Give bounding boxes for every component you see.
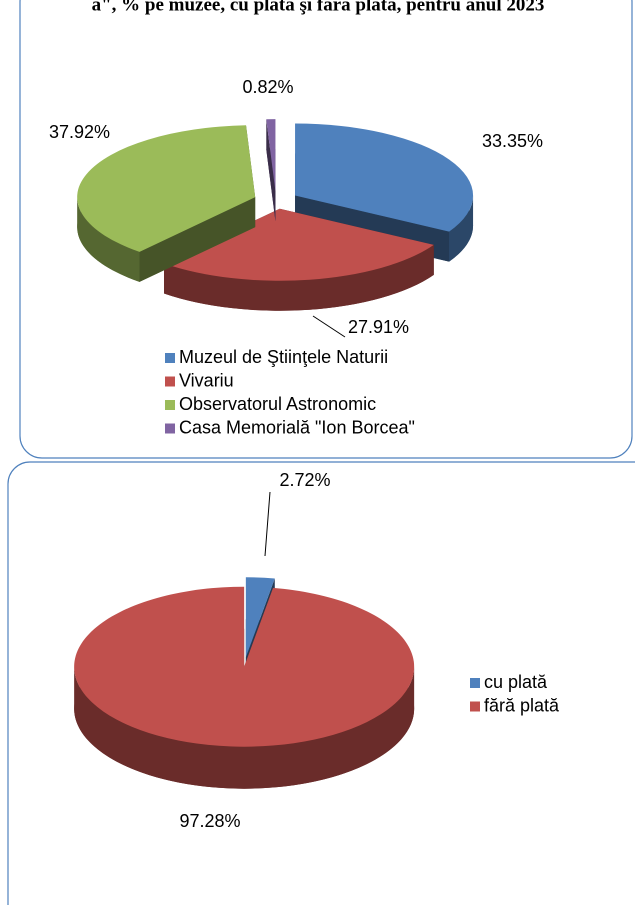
pie-slice [164, 208, 434, 281]
pie-slice [74, 586, 415, 747]
legend-label: Casa Memorială "Ion Borcea" [179, 417, 415, 437]
chart-frame [19, 0, 633, 459]
slice-side [449, 195, 474, 262]
legend-swatch [165, 376, 175, 387]
slice-wall [266, 119, 276, 222]
legend-label: Vivariu [179, 370, 234, 390]
slice-wall [139, 197, 256, 282]
pie-slice [245, 577, 275, 658]
leader-line [312, 315, 346, 338]
slice-side [74, 666, 415, 789]
legend-label: Muzeul de Ştiinţele Naturii [179, 347, 388, 367]
pie-slice [295, 123, 474, 232]
chart-frame [7, 461, 635, 905]
leader-line [264, 491, 271, 557]
legend-swatch [165, 353, 175, 363]
legend-swatch [165, 400, 175, 410]
legend-label: Observatorul Astronomic [179, 394, 376, 414]
slice-side [164, 244, 434, 311]
legend-swatch [165, 423, 175, 434]
data-label: 33.35% [482, 131, 543, 151]
legend-label: cu plată [484, 672, 548, 692]
data-label: 0.82% [242, 77, 293, 97]
pie-slice [266, 119, 276, 192]
data-label: 2.72% [279, 470, 330, 490]
data-label: 37.92% [49, 122, 110, 142]
legend-swatch [470, 678, 480, 688]
pie-slice [77, 125, 256, 252]
data-label: 27.91% [348, 317, 409, 337]
legend-label: fără plată [484, 695, 560, 715]
figure-title: a", % pe muzee, cu plată şi fără plată, … [92, 0, 545, 15]
slice-side [77, 197, 140, 282]
data-label: 97.28% [179, 811, 240, 831]
legend-swatch [470, 701, 480, 712]
